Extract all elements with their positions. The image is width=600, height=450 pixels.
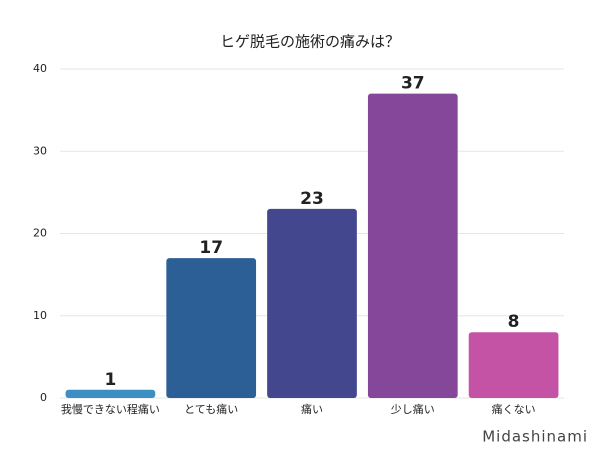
- y-tick-label: 0: [40, 391, 47, 404]
- bar: [267, 208, 357, 398]
- y-tick-label: 20: [33, 227, 47, 240]
- data-label: 1: [104, 370, 116, 390]
- data-label: 23: [300, 189, 324, 209]
- x-tick-label: 痛くない: [492, 402, 536, 416]
- x-tick-label: 痛い: [301, 402, 323, 416]
- y-tick-label: 10: [33, 309, 47, 322]
- x-tick-label: 我慢できない程痛い: [61, 402, 160, 416]
- x-tick-label: とても痛い: [184, 402, 238, 416]
- data-label: 17: [199, 238, 223, 258]
- data-label: 8: [508, 312, 520, 332]
- watermark: Midashinami: [482, 428, 588, 446]
- bar: [65, 389, 156, 398]
- y-tick-label: 40: [33, 62, 47, 75]
- bar: [468, 332, 559, 398]
- bar: [367, 93, 458, 399]
- x-tick-label: 少し痛い: [391, 402, 435, 416]
- chart-title: ヒゲ脱毛の施術の痛みは？: [220, 33, 400, 51]
- bar: [166, 258, 257, 398]
- data-label: 37: [401, 74, 425, 94]
- y-tick-label: 30: [33, 144, 47, 157]
